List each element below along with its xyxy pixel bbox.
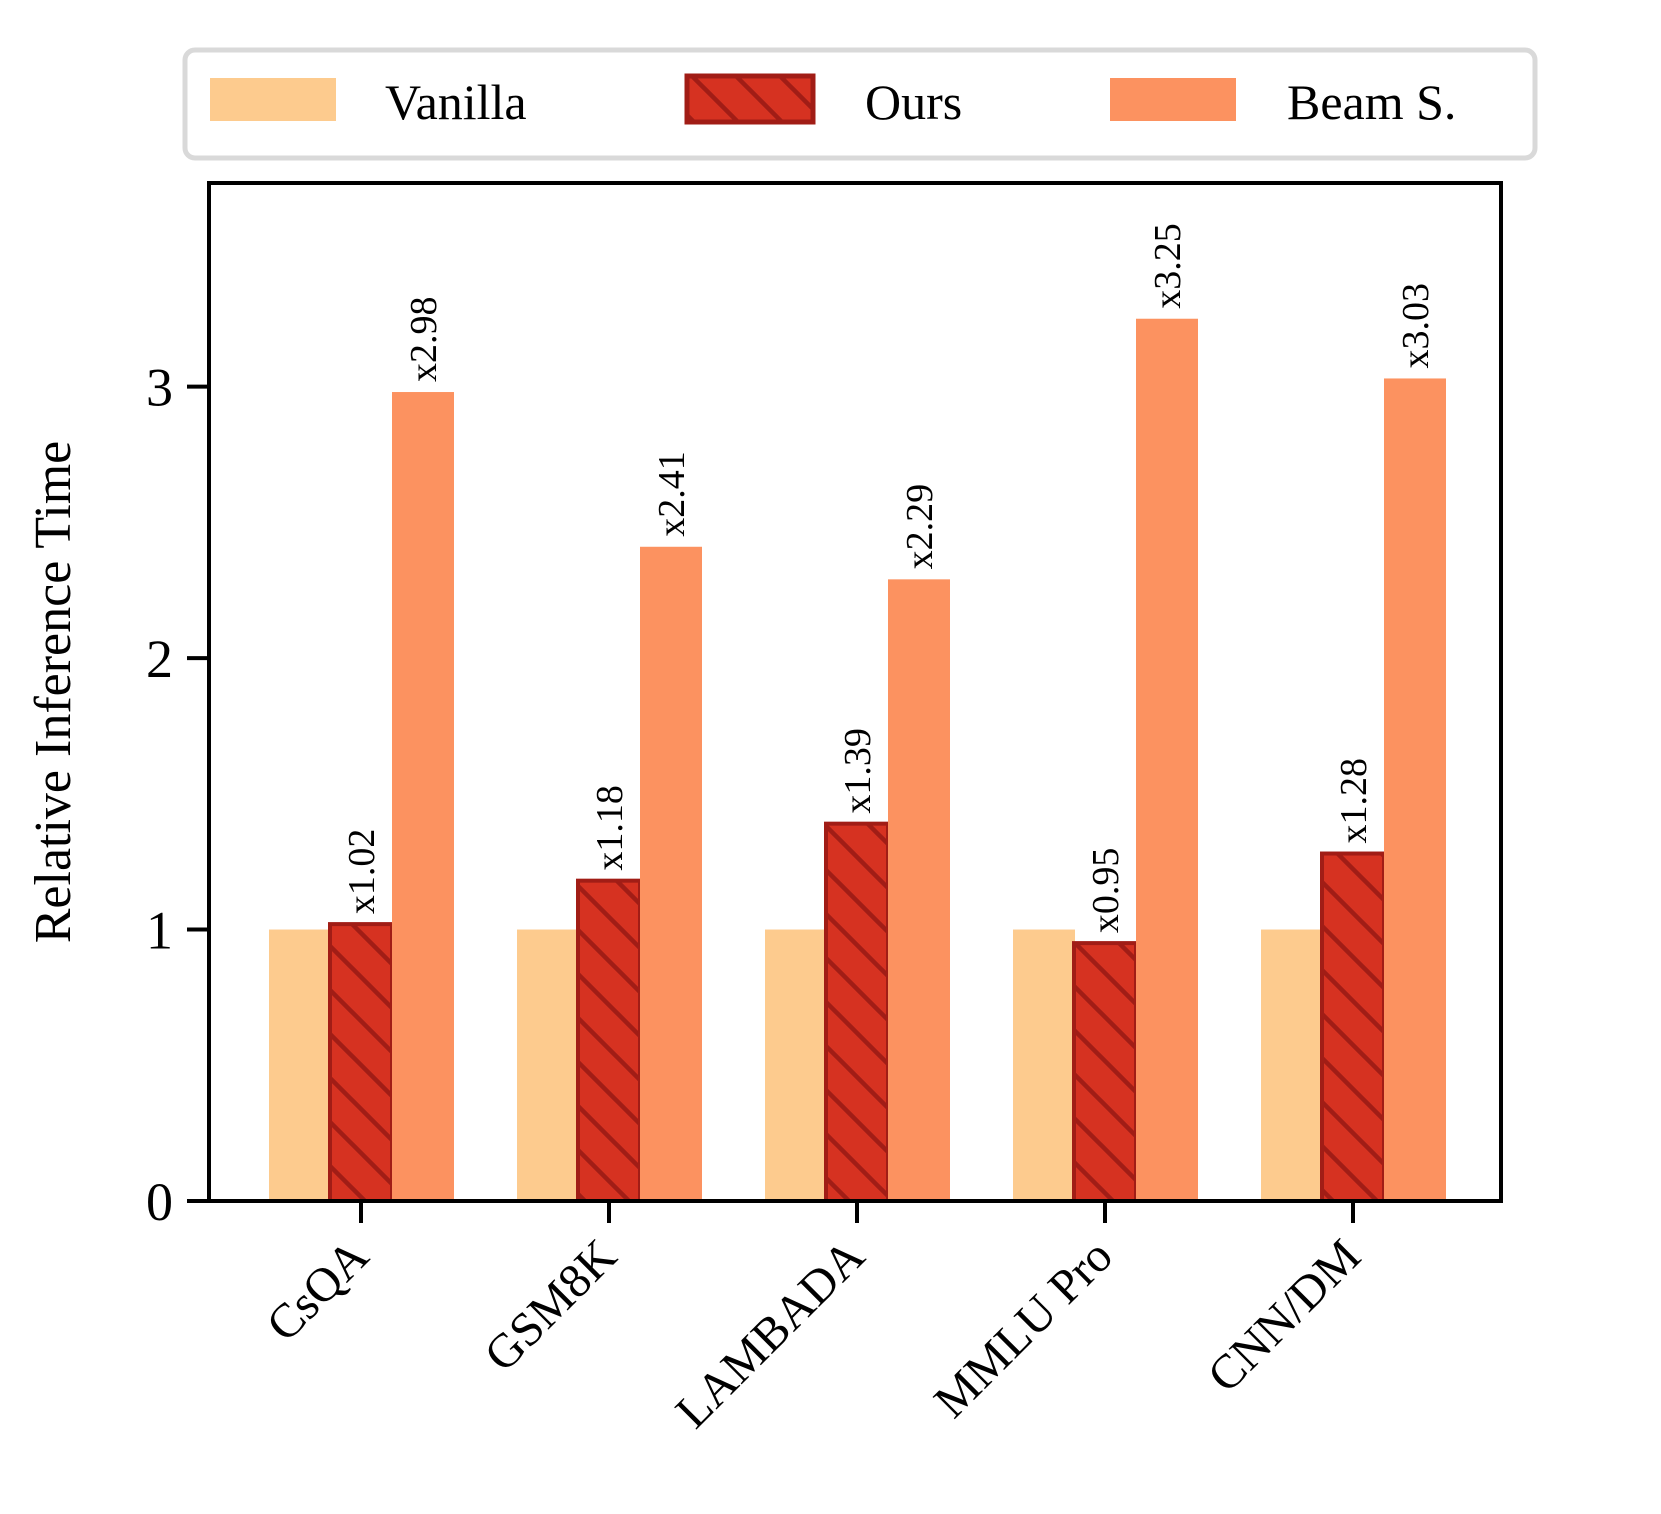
- legend-swatch-vanilla: [210, 78, 336, 121]
- bar-beam-s-1: [640, 546, 702, 1201]
- legend-frame: [182, 47, 1538, 161]
- bar-ours-1: [576, 878, 642, 1203]
- bar-value-label-beam-s-0: x2.98: [403, 297, 445, 383]
- bar-value-label-beam-s-4: x3.03: [1395, 283, 1437, 369]
- x-tick-label-2: LAMBADA: [666, 1229, 875, 1438]
- x-tick-label-1: GSM8K: [474, 1229, 627, 1382]
- x-tick-label-0: CsQA: [256, 1229, 379, 1352]
- bar-value-label-ours-0: x1.02: [341, 829, 383, 915]
- y-tick-label-1: 1: [146, 901, 173, 961]
- bar-beam-s-3: [1136, 318, 1198, 1201]
- x-tick-label-3: MMLU Pro: [924, 1229, 1123, 1428]
- bar-beam-s-0: [392, 392, 454, 1202]
- bar-vanilla-4: [1261, 929, 1323, 1201]
- legend-swatch-ours: [684, 73, 816, 125]
- y-axis: 0 1 2 3: [146, 358, 209, 1232]
- bars-layer: [269, 318, 1446, 1204]
- bar-value-label-ours-1: x1.18: [589, 785, 631, 871]
- bar-vanilla-1: [517, 929, 579, 1201]
- bar-vanilla-2: [765, 929, 827, 1201]
- y-axis-title: Relative Inference Time: [25, 441, 82, 944]
- bar-value-label-beam-s-3: x3.25: [1147, 223, 1189, 309]
- bar-ours-2: [824, 821, 890, 1203]
- bar-ours-0: [328, 922, 394, 1203]
- bar-labels-layer: x1.02 x2.98 x1.18 x2.41 x1.39 x2.29 x0.95 x3.25…: [341, 223, 1437, 933]
- y-tick-label-0: 0: [146, 1172, 173, 1232]
- bar-value-label-beam-s-2: x2.29: [899, 484, 941, 570]
- bar-vanilla-0: [269, 929, 331, 1201]
- bar-value-label-beam-s-1: x2.41: [651, 451, 693, 537]
- y-tick-label-3: 3: [146, 358, 173, 418]
- bar-beam-s-2: [888, 579, 950, 1201]
- legend: Vanilla Ours Beam S.: [182, 47, 1538, 161]
- bar-vanilla-3: [1013, 929, 1075, 1201]
- bar-value-label-ours-3: x0.95: [1085, 848, 1127, 934]
- legend-swatch-beam: [1110, 78, 1236, 121]
- bar-ours-4: [1320, 851, 1386, 1203]
- legend-label-ours: Ours: [865, 74, 962, 130]
- bar-value-label-ours-4: x1.28: [1333, 758, 1375, 844]
- legend-label-beam: Beam S.: [1287, 74, 1456, 130]
- bar-ours-3: [1072, 941, 1138, 1204]
- bar-value-label-ours-2: x1.39: [837, 728, 879, 814]
- x-tick-label-4: CNN/DM: [1198, 1229, 1371, 1402]
- bar-beam-s-4: [1384, 378, 1446, 1201]
- y-tick-label-2: 2: [146, 629, 173, 689]
- x-axis: CsQA GSM8K LAMBADA MMLU Pro CNN/DM: [256, 1201, 1371, 1438]
- legend-label-vanilla: Vanilla: [385, 74, 527, 130]
